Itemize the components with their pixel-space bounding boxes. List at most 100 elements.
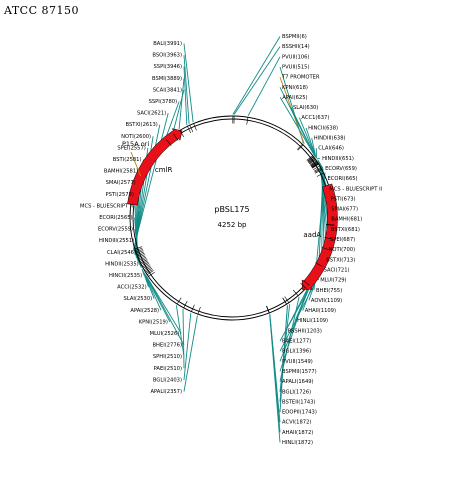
site-leader (298, 117, 317, 158)
feature-arc (127, 128, 183, 206)
site-tick (141, 261, 149, 267)
site-label: PSTI(2573) (106, 192, 134, 198)
site-label: BAMHI(681) (331, 217, 362, 223)
site-leader (247, 56, 281, 117)
site-tick (310, 161, 318, 167)
site-label: HINDII(2535) (105, 261, 139, 267)
site-tick (197, 306, 201, 315)
site-label: BSSHII(1203) (288, 328, 322, 334)
site-leader (183, 315, 198, 392)
plasmid-name: pBSL175 (214, 205, 249, 214)
site-tick (303, 279, 310, 286)
site-label: HINDIII(651) (322, 156, 354, 162)
site-leader (279, 97, 315, 156)
site-tick (311, 161, 319, 167)
site-label: BSMI(3889) (152, 76, 182, 82)
site-tick (140, 260, 148, 265)
site-label: SLAI(630) (293, 105, 318, 111)
site-leader (279, 289, 308, 372)
site-tick (309, 159, 317, 165)
site-tick (246, 116, 249, 125)
site-label: HINCII(2535) (109, 273, 142, 279)
site-label: ECORI(665) (328, 176, 358, 182)
site-label: BAMHI(2581) (104, 169, 138, 175)
site-tick (179, 129, 184, 137)
site-label: BSPMII(6) (282, 34, 307, 40)
site-label: ACCI(2532) (117, 285, 146, 291)
site-label: BSPMII(1577) (282, 369, 317, 375)
site-tick (314, 168, 322, 173)
site-tick (266, 305, 270, 314)
feature-arc (301, 183, 338, 290)
site-tick (139, 259, 148, 264)
site-label: ACC1(637) (301, 115, 329, 121)
site-label: ECORV(659) (325, 166, 357, 172)
site-tick (311, 163, 319, 169)
site-leader (183, 312, 192, 380)
site-tick (138, 256, 147, 261)
site-tick (315, 262, 323, 267)
site-tick (324, 237, 333, 240)
site-tick (326, 224, 335, 226)
site-label: BSTXI(2613) (126, 122, 158, 128)
site-label: BSTI(2581) (113, 157, 142, 163)
feature-arcs: cmlR aadA P15A ori (122, 128, 338, 290)
site-label: PVUII(106) (282, 54, 309, 60)
site-tick (183, 301, 188, 309)
site-label: SLAI(2530) (124, 296, 153, 302)
site-leader (269, 314, 281, 443)
site-leader (183, 43, 194, 123)
site-label: HINDIII(2551) (99, 238, 134, 244)
site-tick (137, 255, 146, 260)
site-tick (190, 304, 195, 313)
site-label: T7 PROMOTER (281, 75, 320, 81)
site-tick (311, 162, 319, 168)
site-leader (175, 305, 185, 357)
site-tick (313, 167, 322, 172)
site-tick (321, 247, 330, 251)
site-label: MLUI(729) (320, 278, 346, 284)
site-tick (143, 265, 151, 271)
site-label: SSPI(3780) (149, 99, 178, 105)
site-label: HINDIII(638) (314, 136, 346, 142)
site-tick (139, 258, 147, 263)
site-label: AHAII(1109) (305, 308, 336, 314)
site-label: APAI(2528) (130, 308, 159, 314)
site-leader (305, 127, 317, 158)
feature-label: aadA (303, 231, 321, 239)
site-label: SMAI(2577) (106, 180, 136, 186)
site-label: MCS - BLUESCRIPT II (329, 186, 382, 192)
site-label: PSTI(673) (331, 196, 356, 202)
site-label: APALI(2357) (150, 389, 182, 395)
site-label: APAI(625) (282, 95, 307, 101)
site-label: BALI(3991) (153, 41, 182, 47)
site-label: CLAI(2546) (107, 250, 136, 256)
site-tick (145, 269, 153, 274)
site-leader (311, 137, 317, 158)
site-leader (172, 89, 185, 134)
site-leader (146, 277, 185, 346)
site-tick (147, 271, 155, 277)
site-tick (135, 250, 144, 254)
site-tick (308, 158, 316, 164)
site-label: NOTI(700) (329, 247, 356, 253)
site-label: SMAI(677) (331, 207, 358, 213)
site-leader (290, 107, 316, 157)
site-label: BSTXI(713) (326, 257, 355, 263)
site-label: MLUI(2526) (150, 331, 180, 337)
site-label: BGLI(1726) (282, 389, 311, 395)
site-leader (233, 46, 281, 115)
site-tick (284, 296, 290, 304)
site-tick (136, 251, 144, 256)
site-tick (292, 289, 299, 297)
site-tick (186, 125, 191, 134)
site-label: SACI(721) (324, 267, 350, 273)
site-leader (182, 309, 185, 369)
site-tick (315, 169, 323, 174)
site-tick (134, 246, 143, 250)
site-label: MCS - BLUESCRIPT II (80, 203, 133, 209)
site-leader (165, 101, 180, 139)
site-tick (307, 156, 315, 162)
site-label: SCAI(3841) (153, 87, 182, 93)
